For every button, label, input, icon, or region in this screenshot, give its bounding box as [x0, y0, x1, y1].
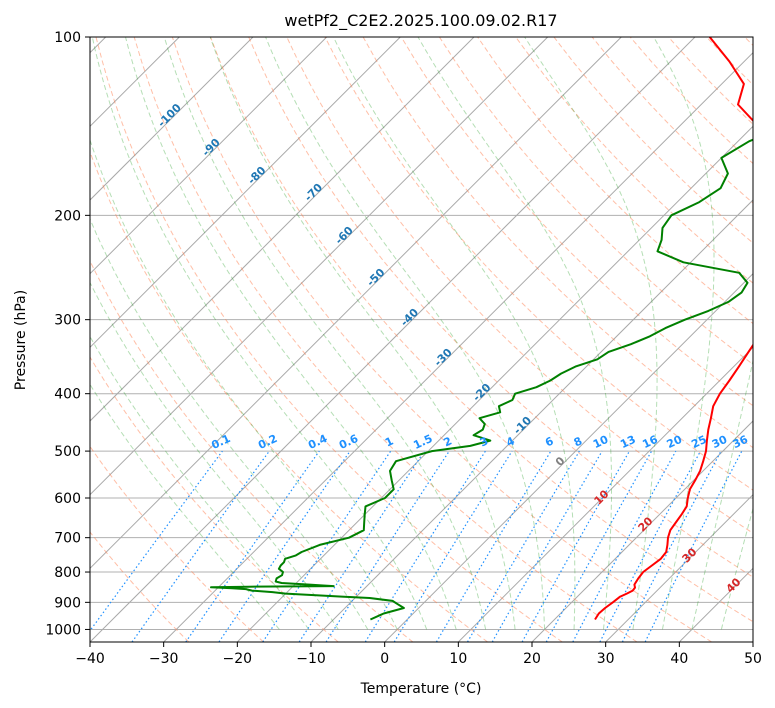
- moist-adiabat-line: [691, 358, 753, 630]
- isotherm-line: [457, 346, 753, 642]
- y-tick-label: 900: [54, 595, 81, 611]
- mixing-ratio-line: [521, 450, 631, 642]
- moist-adiabat-line: [163, 37, 487, 630]
- mixing-ratio-line: [262, 450, 392, 642]
- isotherm-line: [90, 37, 401, 349]
- moist-adiabat-line: [90, 281, 339, 630]
- dewpoint-profile-line: [210, 138, 753, 621]
- moist-adiabat-line: [417, 37, 612, 630]
- x-tick-label: −40: [75, 651, 105, 667]
- isotherm-line: [90, 37, 622, 570]
- y-tick-label: 700: [54, 531, 81, 547]
- y-tick-label: 800: [54, 565, 81, 581]
- y-tick-label: 200: [54, 208, 81, 224]
- moist-adiabat-line: [653, 37, 715, 630]
- moist-adiabat-line: [90, 138, 398, 630]
- isotherm-line: [384, 272, 753, 642]
- mixing-ratio-line: [572, 450, 677, 642]
- chart-series: [210, 37, 753, 621]
- isotherm-line: [752, 641, 753, 642]
- moist-adiabat-line: [90, 335, 310, 630]
- dry-adiabat-line: [248, 37, 753, 578]
- mixing-ratio-label: 30: [710, 433, 730, 451]
- isotherm-line: [90, 37, 475, 422]
- moist-adiabat-line: [209, 37, 516, 630]
- mixing-ratio-line: [393, 450, 513, 642]
- moist-adiabat-line: [125, 37, 457, 630]
- y-tick-label: 500: [54, 444, 81, 460]
- moist-adiabat-line: [265, 37, 546, 630]
- x-tick-label: 10: [449, 651, 467, 667]
- y-tick-label: 300: [54, 313, 81, 329]
- plot-background: [90, 37, 753, 642]
- dry-adiabat-line: [400, 37, 753, 407]
- dry-adiabat-line: [90, 259, 414, 642]
- isotherm-line: [90, 37, 696, 642]
- mixing-ratio-line: [131, 450, 270, 642]
- mixing-ratio-line: [644, 450, 743, 642]
- y-tick-label: 1000: [45, 622, 81, 638]
- moist-adiabat-line: [91, 37, 428, 630]
- mixing-ratio-label: 16: [640, 433, 660, 451]
- y-tick-label: 400: [54, 387, 81, 403]
- isotherm-line: [531, 420, 753, 642]
- isotherm-line: [163, 51, 753, 642]
- plot-frame: [89, 36, 754, 643]
- dry-adiabat-line: [210, 37, 753, 623]
- isotherm-line: [90, 37, 549, 496]
- moist-adiabat-line: [524, 37, 658, 630]
- x-tick-label: 40: [670, 651, 688, 667]
- dry-adiabat-line: [324, 37, 753, 491]
- dry-adiabat-line: [90, 531, 190, 642]
- x-axis-label: Temperature (°C): [360, 681, 482, 697]
- chart-title: wetPf2_C2E2.2025.100.09.02.R17: [284, 11, 557, 31]
- chart-grid: [90, 37, 753, 642]
- dry-adiabat-line: [515, 37, 753, 284]
- x-tick-label: −10: [296, 651, 326, 667]
- x-tick-label: −30: [149, 651, 179, 667]
- temperature-profile-line: [594, 37, 753, 621]
- mixing-ratio-label: 36: [731, 433, 751, 451]
- mixing-ratio-line: [298, 450, 425, 642]
- moist-adiabat-line: [90, 217, 369, 630]
- mixing-ratio-label: 10: [591, 433, 611, 451]
- isotherm-line: [90, 37, 328, 275]
- mixing-ratio-line: [185, 450, 320, 642]
- mixing-ratio-line: [545, 450, 653, 642]
- y-tick-label: 100: [54, 30, 81, 46]
- mixing-ratio-label: 13: [618, 433, 637, 451]
- x-tick-label: 0: [380, 651, 389, 667]
- x-tick-label: 50: [744, 651, 762, 667]
- mixing-ratio-label: 20: [665, 433, 685, 451]
- x-tick-label: −20: [223, 651, 253, 667]
- dry-adiabat-line: [90, 445, 264, 642]
- dry-adiabat-line: [133, 37, 638, 642]
- mixing-ratio-label: 25: [689, 433, 708, 451]
- y-axis-label: Pressure (hPa): [13, 290, 29, 390]
- chart-axes: −40 −30 −20 −10 0 10 20 30 40 50 100 200 300 400 500 60…: [45, 30, 762, 667]
- mixing-ratio-line: [218, 450, 351, 642]
- mixing-ratio-line: [90, 450, 223, 632]
- dry-adiabat-line: [171, 37, 712, 642]
- dry-adiabat-line: [95, 37, 563, 642]
- moist-adiabat-line: [720, 506, 753, 630]
- mixing-ratio-line: [325, 450, 450, 642]
- x-tick-label: 20: [523, 651, 541, 667]
- y-tick-label: 600: [54, 491, 81, 507]
- dry-adiabat-line: [90, 150, 488, 642]
- dry-adiabat-line: [438, 37, 753, 366]
- isotherm-line: [90, 37, 254, 201]
- x-tick-label: 30: [597, 651, 615, 667]
- dry-adiabat-line: [90, 356, 339, 642]
- isotherm-line: [605, 493, 753, 642]
